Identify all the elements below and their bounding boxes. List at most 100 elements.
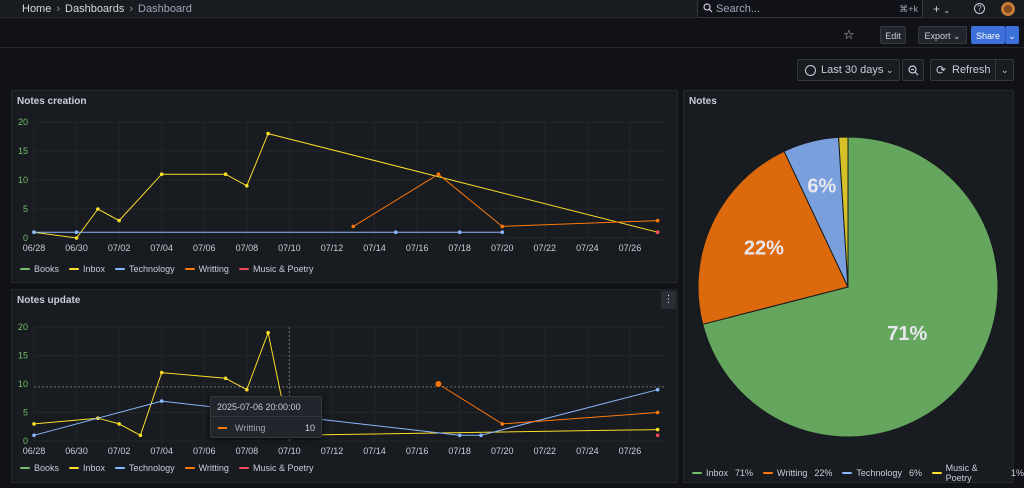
x-tick-label: 07/20 <box>491 446 514 456</box>
chevron-down-icon: ⌄ <box>1008 31 1016 41</box>
avatar[interactable] <box>1001 2 1015 16</box>
refresh-button[interactable]: ⟳ Refresh <box>930 59 996 81</box>
data-point <box>500 230 505 234</box>
legend-item[interactable]: Inbox <box>69 264 105 274</box>
y-tick-label: 0 <box>23 436 28 446</box>
panel-title: Notes update <box>17 295 81 306</box>
legend-swatch <box>692 472 702 474</box>
y-tick-label: 5 <box>23 204 28 214</box>
search-icon <box>703 3 713 13</box>
legend-percent: 6% <box>908 468 922 478</box>
x-tick-label: 06/28 <box>23 243 46 253</box>
chevron-right-icon: › <box>56 3 61 15</box>
legend-percent: 22% <box>814 468 833 478</box>
legend-label: Music & Poetry <box>252 463 314 473</box>
legend-item[interactable]: Technology <box>115 264 175 274</box>
star-icon[interactable]: ☆ <box>843 27 855 42</box>
legend-item[interactable]: Music & Poetry <box>238 264 314 274</box>
x-tick-label: 07/02 <box>108 243 131 253</box>
pie-slice-label: 71% <box>887 323 927 345</box>
x-tick-label: 06/28 <box>23 446 46 456</box>
y-tick-label: 20 <box>18 322 28 332</box>
legend-item[interactable]: Writting <box>184 264 229 274</box>
legend-label: Technology <box>129 463 175 473</box>
x-tick-label: 07/12 <box>321 243 344 253</box>
data-point <box>159 172 164 176</box>
breadcrumb-dashboards[interactable]: Dashboards <box>65 3 125 15</box>
x-tick-label: 07/04 <box>150 446 173 456</box>
legend-item[interactable]: Music & Poetry 1% <box>931 463 1024 483</box>
legend-item[interactable]: Books <box>20 264 59 274</box>
legend-item[interactable]: Books <box>20 463 59 473</box>
chevron-down-icon: ⌄ <box>952 31 961 41</box>
legend-item[interactable]: Inbox 71% <box>692 463 753 483</box>
data-point <box>436 172 441 176</box>
legend-swatch <box>20 467 30 469</box>
data-point <box>266 330 270 335</box>
dashboard-toolbar <box>0 19 1024 48</box>
legend-label: Music & Poetry <box>252 264 314 274</box>
export-button[interactable]: Export ⌄ <box>918 26 967 44</box>
chevron-down-icon: ⌄ <box>886 65 894 75</box>
notes-creation-legend: Books Inbox Technology Writting Music & Poet… <box>20 264 313 274</box>
legend-label: Inbox <box>83 264 106 274</box>
legend-swatch <box>69 268 80 270</box>
legend-swatch <box>931 472 942 474</box>
panel-menu-button[interactable]: ⋮ <box>661 291 676 309</box>
pie-slice-label: 22% <box>744 237 784 259</box>
x-tick-label: 07/06 <box>193 243 216 253</box>
legend-label: Inbox <box>83 463 106 473</box>
data-point <box>457 230 462 234</box>
x-tick-label: 06/30 <box>65 243 88 253</box>
x-tick-label: 07/24 <box>576 243 599 253</box>
notes-creation-chart: 0 5 10 15 20 06/28 06/30 07/02 07/04 07/06 07/08 07… <box>18 117 664 253</box>
add-new-button[interactable]: + ⌄ <box>933 2 951 16</box>
legend-label: Technology <box>856 468 902 478</box>
legend-item[interactable]: Technology 6% <box>842 463 922 483</box>
search-box[interactable]: Search... ⌘+k <box>697 0 923 18</box>
legend-label: Writting <box>777 468 808 478</box>
data-point <box>500 224 505 229</box>
refresh-interval-dropdown[interactable]: ⌄ <box>995 59 1014 81</box>
x-tick-label: 07/10 <box>278 243 301 253</box>
data-point <box>138 433 143 438</box>
legend-label: Books <box>34 463 60 473</box>
share-button[interactable]: Share <box>971 26 1005 44</box>
tooltip-series: Writting <box>235 423 266 433</box>
panel-title: Notes creation <box>17 96 87 107</box>
data-point <box>223 376 228 381</box>
legend-label: Books <box>34 264 60 274</box>
share-dropdown-button[interactable]: ⌄ <box>1005 26 1019 44</box>
breadcrumb-home[interactable]: Home <box>22 3 52 15</box>
legend-item[interactable]: Music & Poetry <box>238 463 314 473</box>
pie-slice <box>702 136 999 438</box>
tooltip-swatch <box>218 427 227 429</box>
top-nav-bar: Home › Dashboards › Dashboard Search... ⌘+k … <box>0 0 1024 18</box>
legend-label: Writting <box>198 264 229 274</box>
data-point <box>32 422 36 426</box>
search-placeholder: Search... <box>716 3 761 15</box>
legend-item[interactable]: Writting <box>184 463 229 473</box>
data-point <box>74 236 79 240</box>
time-range-label: Last 30 days <box>821 64 884 76</box>
zoom-out-button[interactable] <box>902 59 924 81</box>
help-icon[interactable]: ? <box>974 3 985 14</box>
data-point <box>32 230 36 234</box>
legend-item[interactable]: Inbox <box>69 463 105 473</box>
series-line <box>33 330 658 437</box>
export-label: Export <box>924 31 951 41</box>
legend-label: Technology <box>129 264 175 274</box>
chevron-down-icon: ⌄ <box>1001 65 1009 75</box>
breadcrumb-current: Dashboard <box>138 3 192 15</box>
x-tick-label: 07/18 <box>448 446 471 456</box>
x-tick-label: 07/08 <box>236 243 259 253</box>
x-tick-label: 07/24 <box>576 446 599 456</box>
time-range-picker[interactable]: Last 30 days ⌄ <box>797 59 900 81</box>
legend-item[interactable]: Writting 22% <box>763 463 832 483</box>
data-point <box>223 172 228 176</box>
legend-item[interactable]: Technology <box>115 463 175 473</box>
x-tick-label: 07/16 <box>406 446 429 456</box>
data-point <box>266 131 270 136</box>
edit-button[interactable]: Edit <box>880 26 906 44</box>
x-tick-label: 07/26 <box>619 243 642 253</box>
